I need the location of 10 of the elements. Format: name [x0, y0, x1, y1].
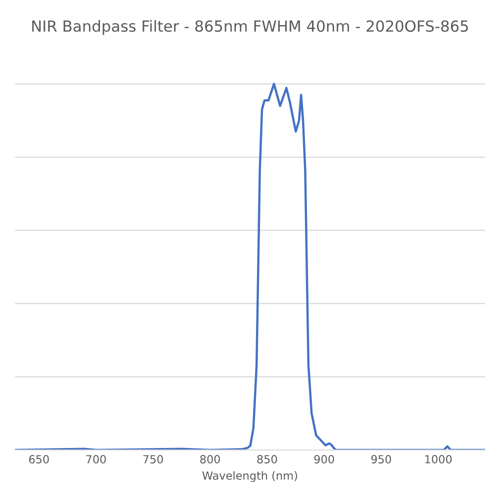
x-tick-label: 900: [314, 455, 334, 464]
x-tick-label: 950: [371, 455, 392, 464]
x-tick-label: 650: [29, 455, 49, 464]
x-tick-label: 800: [200, 455, 220, 464]
x-tick-label: 700: [86, 455, 106, 464]
x-tick-label: 1000: [425, 455, 452, 464]
x-tick-label: 750: [143, 455, 163, 464]
chart-title: NIR Bandpass Filter - 865nm FWHM 40nm - 2020OFS-865: [32, 20, 468, 35]
x-axis-title: Wavelength (nm): [202, 471, 298, 482]
x-tick-label: 850: [257, 455, 277, 464]
